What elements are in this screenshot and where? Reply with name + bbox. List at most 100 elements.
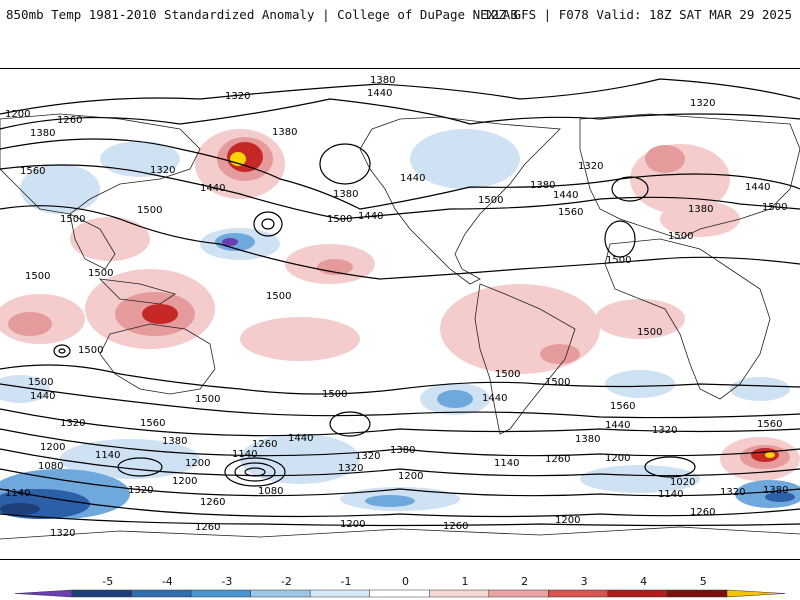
contour-label: 1320: [652, 425, 677, 436]
contour-label: 1560: [558, 207, 583, 218]
contour-label: 1140: [494, 458, 519, 469]
colorbar-ticks: -5 -4 -3 -2 -1 0 1 2 3 4 5: [102, 575, 706, 588]
colorbar-tick-label: -4: [162, 575, 173, 588]
contour-label: 1200: [340, 519, 365, 530]
contour-label: 1560: [20, 166, 45, 177]
contour-label: 1500: [606, 255, 631, 266]
contour-label: 1440: [358, 211, 383, 222]
contour-label: 1500: [668, 231, 693, 242]
contour-label: 1200: [40, 442, 65, 453]
contour-label: 1320: [578, 161, 603, 172]
contour-label: 1500: [322, 389, 347, 400]
contour-label: 1500: [762, 202, 787, 213]
height-contours: [0, 78, 800, 527]
contour-label: 1320: [60, 418, 85, 429]
colorbar-tick-label: -1: [340, 575, 351, 588]
contour-label: 1140: [95, 450, 120, 461]
contour-label: 1440: [482, 393, 507, 404]
contour-label: 1320: [225, 91, 250, 102]
contour-label: 1380: [763, 485, 788, 496]
contour-label: 1200: [185, 458, 210, 469]
contour-label: 1440: [400, 173, 425, 184]
contour-label: 1500: [195, 394, 220, 405]
contour-label: 1020: [670, 477, 695, 488]
contour-label: 1500: [637, 327, 662, 338]
colorbar-high-arrow: [726, 589, 786, 598]
contour-label: 1200: [605, 453, 630, 464]
colorbar-segment: [548, 589, 609, 598]
contour-label: 1200: [5, 109, 30, 120]
contour-label: 1560: [610, 401, 635, 412]
contour-label: 1440: [553, 190, 578, 201]
colorbar-segment: [369, 589, 430, 598]
contour-label: 1500: [478, 195, 503, 206]
contour-label: 1380: [272, 127, 297, 138]
colorbar-segment: [488, 589, 549, 598]
map-title: 850mb Temp 1981-2010 Standardized Anomal…: [6, 7, 518, 22]
contour-label: 1200: [172, 476, 197, 487]
contour-label: 1380: [30, 128, 55, 139]
colorbar-segment: [607, 589, 668, 598]
colorbar-tick-label: -5: [102, 575, 113, 588]
colorbar-segment: [309, 589, 370, 598]
anomaly-map: 1320 1380 1440 1200 1260 1380 1380 1320 …: [0, 68, 800, 560]
colorbar-tick-label: 4: [640, 575, 647, 588]
contour-label: 1440: [367, 88, 392, 99]
colorbar-segment: [71, 589, 132, 598]
contour-label: 1320: [720, 487, 745, 498]
contour-label: 1440: [30, 391, 55, 402]
colorbar-low-arrow: [14, 589, 73, 598]
contour-label: 1260: [545, 454, 570, 465]
contour-label: 1500: [28, 377, 53, 388]
colorbar-segment: [250, 589, 311, 598]
contour-label: 1320: [50, 528, 75, 539]
contour-label: 1140: [232, 449, 257, 460]
colorbar-tick-label: 5: [700, 575, 707, 588]
colorbar-segment: [429, 589, 490, 598]
contour-label: 1380: [162, 436, 187, 447]
contour-label: 1500: [266, 291, 291, 302]
contour-label: 1500: [60, 214, 85, 225]
colorbar-tick-label: -2: [281, 575, 292, 588]
contour-label: 1380: [333, 189, 358, 200]
contour-label: 1500: [88, 268, 113, 279]
colorbar-tick-label: -3: [221, 575, 232, 588]
contour-label: 1500: [25, 271, 50, 282]
contour-label: 1380: [370, 75, 395, 86]
contour-label: 1320: [690, 98, 715, 109]
contour-label: 1320: [128, 485, 153, 496]
contour-label: 1500: [327, 214, 352, 225]
contour-label: 1260: [690, 507, 715, 518]
contour-label: 1260: [443, 521, 468, 532]
contour-label: 1380: [688, 204, 713, 215]
contour-label: 1080: [258, 486, 283, 497]
contour-label: 1320: [355, 451, 380, 462]
colorbar-tick-label: 1: [462, 575, 469, 588]
colorbar-segment: [131, 589, 192, 598]
contour-label: 1260: [252, 439, 277, 450]
colorbar-tick-label: 3: [581, 575, 588, 588]
contour-label: 1380: [575, 434, 600, 445]
contour-label: 1440: [745, 182, 770, 193]
model-valid-time: 12Z GFS | F078 Valid: 18Z SAT MAR 29 202…: [483, 7, 792, 22]
contour-label: 1440: [288, 433, 313, 444]
contour-label: 1320: [338, 463, 363, 474]
contour-label: 1200: [555, 515, 580, 526]
colorbar-tick-label: 2: [521, 575, 528, 588]
colorbar-tick-label: 0: [402, 575, 409, 588]
contour-label: 1200: [398, 471, 423, 482]
colorbar-segment: [667, 589, 728, 598]
contour-label: 1080: [38, 461, 63, 472]
map-canvas: 1320 1380 1440 1200 1260 1380 1380 1320 …: [0, 75, 800, 540]
contour-label: 1440: [605, 420, 630, 431]
contour-label: 1500: [78, 345, 103, 356]
contour-label: 1140: [658, 489, 683, 500]
contour-label: 1440: [200, 183, 225, 194]
colorbar: -5 -4 -3 -2 -1 0 1 2 3 4 5: [14, 575, 786, 598]
contour-label: 1320: [150, 165, 175, 176]
colorbar-segment: [190, 589, 251, 598]
contour-label: 1560: [757, 419, 782, 430]
colorbar-segments: [14, 589, 786, 598]
contour-label-group: 1320 1380 1440 1200 1260 1380 1380 1320 …: [5, 75, 788, 539]
contour-label: 1380: [390, 445, 415, 456]
